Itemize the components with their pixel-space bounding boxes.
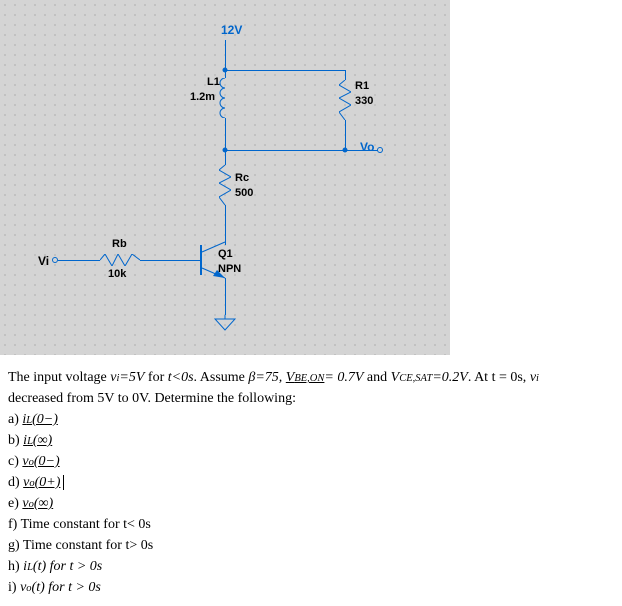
wire [225,150,380,151]
text: The input voltage [8,370,110,385]
wire [225,70,345,71]
text: . At t = 0s, [468,370,530,385]
sub: BE,ON [294,373,324,384]
arg: (0+) [35,475,61,490]
text: and [363,370,390,385]
problem-intro-2: decreased from 5V to 0V. Determine the f… [8,388,614,409]
l1-label: L1 [207,76,220,88]
wire [225,205,226,245]
resistor-r1 [339,80,351,120]
inductor-l1 [219,78,231,118]
vo-terminal [377,147,383,153]
vcesat: V [391,370,400,385]
wire [345,120,346,150]
pre: a) [8,412,22,427]
rc-label: Rc [235,172,249,184]
problem-intro: The input voltage vi=5V for t<0s. Assume… [8,367,614,388]
question-h: h) iL(t) for t > 0s [8,556,614,577]
vo-label: Vo [360,140,374,154]
wire [225,150,226,165]
pre: d) [8,475,23,490]
wire [58,260,100,261]
vi-label: Vi [38,254,49,268]
rc-value: 500 [235,187,253,199]
q1-label: Q1 [218,248,233,260]
ground-symbol [214,315,236,331]
sub: CE,SAT [399,373,432,384]
r1-label: R1 [355,80,369,92]
wire [225,118,226,150]
r1-value: 330 [355,95,373,107]
pre: i) [8,580,20,595]
arg: (∞) [33,433,52,448]
arg: (t) for t > 0s [32,580,101,595]
val: =0.2V [432,370,468,385]
wire [225,40,226,70]
supply-label: 12V [221,23,242,37]
cond: t<0s [168,370,194,385]
text: for [144,370,167,385]
wire [345,70,346,80]
circuit-schematic: 12V L1 1.2m R1 330 Vo Rc 500 Vi Rb 10k [0,0,450,355]
pre: h) [8,559,23,574]
problem-text: The input voltage vi=5V for t<0s. Assume… [0,355,622,606]
l1-value: 1.2m [190,91,215,103]
question-d: d) vo(0+) [8,472,614,493]
arg: (∞) [34,496,53,511]
q1-type: NPN [218,263,241,275]
beta: β=75, [248,370,285,385]
pre: c) [8,454,22,469]
text-cursor [59,475,64,490]
text: . Assume [194,370,249,385]
resistor-rb [100,254,140,266]
question-i: i) vo(t) for t > 0s [8,577,614,598]
question-g: g) Time constant for t> 0s [8,535,614,556]
question-e: e) vo(∞) [8,493,614,514]
wire [225,278,226,315]
question-f: f) Time constant for t< 0s [8,514,614,535]
resistor-rc [219,165,231,205]
rb-value: 10k [108,268,126,280]
rb-label: Rb [112,238,127,250]
pre: e) [8,496,22,511]
val: =5V [119,370,144,385]
arg: (0−) [32,412,58,427]
sub: i [536,373,539,384]
val: = 0.7V [324,370,363,385]
arg: (t) for t > 0s [33,559,102,574]
question-a: a) iL(0−) [8,409,614,430]
pre: b) [8,433,23,448]
wire [140,260,200,261]
question-c: c) vo(0−) [8,451,614,472]
arg: (0−) [34,454,60,469]
node-dot [343,148,348,153]
question-b: b) iL(∞) [8,430,614,451]
